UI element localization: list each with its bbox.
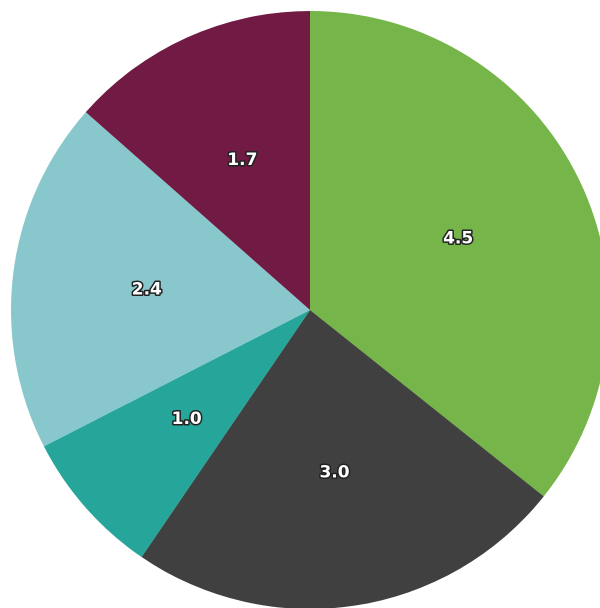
pie-slice (310, 11, 600, 497)
pie-slice (11, 112, 311, 447)
data-label: 1.0 (172, 409, 202, 429)
pie-slice (43, 310, 310, 558)
pie-slice (141, 310, 544, 608)
data-label: 4.5 (443, 229, 473, 249)
data-label: 2.4 (132, 280, 162, 300)
data-label: 1.7 (227, 150, 257, 170)
data-label: 3.0 (319, 463, 349, 483)
pie-slice (85, 11, 310, 310)
